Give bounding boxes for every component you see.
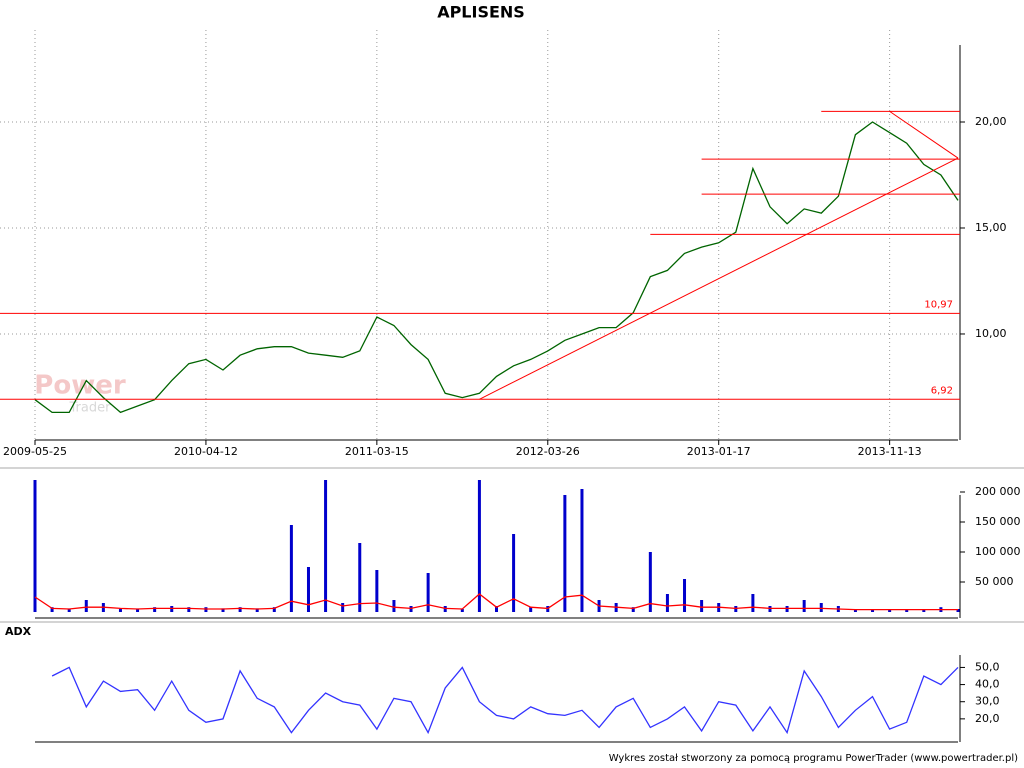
panel-title: ADX bbox=[5, 625, 32, 638]
volume-bar bbox=[392, 600, 396, 612]
volume-bar bbox=[580, 489, 584, 612]
volume-bar bbox=[905, 609, 909, 612]
y-tick-label: 20,0 bbox=[975, 712, 1000, 725]
volume-average bbox=[34, 593, 958, 611]
volume-bar bbox=[819, 603, 823, 612]
footer: Wykres został stworzony za pomocą progra… bbox=[609, 753, 1018, 764]
x-tick-label: 2011-03-15 bbox=[345, 445, 409, 458]
volume-bar bbox=[631, 607, 635, 612]
volume-bar bbox=[153, 607, 157, 612]
volume-bar bbox=[238, 607, 242, 612]
y-tick-label: 15,00 bbox=[975, 221, 1007, 234]
y-tick-label: 10,00 bbox=[975, 327, 1007, 340]
volume-bar bbox=[956, 609, 960, 612]
y-tick-label: 30,0 bbox=[975, 695, 1000, 708]
watermark: Trader bbox=[69, 401, 112, 416]
volume-bar bbox=[221, 608, 225, 612]
volume-bar bbox=[255, 608, 259, 612]
volume-bar bbox=[341, 603, 345, 612]
volume-bar bbox=[272, 607, 276, 612]
volume-bar bbox=[495, 606, 498, 612]
y-tick-label: 20,00 bbox=[975, 115, 1007, 128]
level-label: 10,97 bbox=[924, 299, 953, 310]
volume-bar bbox=[888, 609, 892, 612]
level-label: 6,92 bbox=[931, 385, 953, 396]
volume-bar bbox=[289, 525, 293, 612]
x-tick-label: 2013-01-17 bbox=[687, 445, 751, 458]
volume-bar bbox=[751, 594, 755, 612]
x-tick-label: 2009-05-25 bbox=[3, 445, 67, 458]
volume-bar bbox=[375, 570, 379, 612]
y-tick-label: 50 000 bbox=[975, 575, 1014, 588]
volume-bar bbox=[871, 609, 875, 612]
volume-bar bbox=[33, 480, 37, 612]
volume-bar bbox=[700, 600, 704, 612]
volume-bar bbox=[426, 573, 430, 612]
volume-bar bbox=[84, 600, 88, 612]
volume-bar bbox=[67, 609, 71, 612]
volume-bar bbox=[529, 607, 533, 612]
watermark: Power bbox=[34, 371, 126, 401]
y-tick-label: 100 000 bbox=[975, 545, 1021, 558]
trend-line bbox=[479, 157, 959, 400]
y-tick-label: 200 000 bbox=[975, 485, 1021, 498]
volume-bar bbox=[50, 607, 54, 612]
price-line bbox=[34, 121, 959, 414]
trend-line bbox=[889, 110, 959, 159]
volume-bar bbox=[306, 567, 310, 612]
y-tick-label: 50,0 bbox=[975, 660, 1000, 673]
volume-bar bbox=[563, 495, 567, 612]
volume-bar bbox=[922, 609, 926, 612]
x-tick-label: 2012-03-26 bbox=[516, 445, 580, 458]
y-tick-label: 40,0 bbox=[975, 678, 1000, 691]
volume-bar bbox=[853, 609, 857, 612]
x-tick-label: 2013-11-13 bbox=[858, 445, 922, 458]
y-tick-label: 150 000 bbox=[975, 515, 1021, 528]
volume-bar bbox=[683, 579, 687, 612]
x-tick-label: 2010-04-12 bbox=[174, 445, 238, 458]
chart-title: APLISENS bbox=[437, 3, 525, 22]
volume-bar bbox=[802, 600, 806, 612]
volume-bar bbox=[648, 552, 652, 612]
price-line bbox=[51, 666, 959, 735]
volume-bar bbox=[358, 543, 362, 612]
volume-bar bbox=[477, 480, 481, 612]
volume-bar bbox=[665, 594, 669, 612]
volume-bar bbox=[136, 609, 140, 612]
volume-bar bbox=[324, 480, 328, 612]
volume-bar bbox=[460, 609, 464, 612]
volume-bar bbox=[118, 609, 122, 612]
volume-bar bbox=[187, 607, 191, 612]
volume-bar bbox=[512, 534, 516, 612]
